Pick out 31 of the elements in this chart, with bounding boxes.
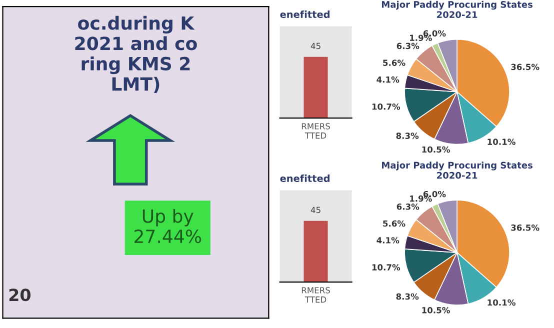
text: oc.during K 2021 and co ring KMS 2 LMT)	[75, 16, 197, 93]
x-tick-label: RMERS TTED	[302, 287, 330, 303]
chart-title: enefitted	[280, 10, 330, 18]
data-label: 10.1%	[488, 299, 516, 306]
text: 20	[9, 288, 30, 302]
text: 45	[310, 206, 320, 214]
data-label: 5.6%	[383, 220, 406, 227]
data-label: 4.1%	[376, 76, 400, 83]
data-label: 10.5%	[422, 146, 450, 153]
data-label: 1.9%	[410, 195, 432, 202]
data-label: 5.6%	[383, 60, 406, 66]
data-label: 36.5%	[511, 64, 540, 70]
text: 45	[310, 42, 320, 50]
text: Up by 27.44%	[134, 208, 202, 244]
data-label: 8.3%	[396, 293, 419, 300]
data-label: 10.5%	[422, 307, 450, 314]
data-label: 10.7%	[372, 103, 400, 110]
data-label: 8.3%	[396, 132, 419, 139]
data-label: 10.7%	[372, 264, 400, 270]
chart-title: Major Paddy Procuring States 2020-21	[382, 162, 532, 179]
data-label: 1.9%	[410, 34, 432, 41]
data-label: 6.3%	[396, 204, 420, 210]
data-label: 6.3%	[396, 42, 420, 50]
data-label: 6.0%	[423, 190, 446, 198]
data-label: 4.1%	[376, 237, 400, 244]
data-label: 6.0%	[423, 30, 446, 37]
x-tick-label: RMERS TTED	[302, 123, 330, 139]
chart-title: Major Paddy Procuring States 2020-21	[382, 0, 532, 18]
chart-title: enefitted	[280, 174, 330, 182]
data-label: 10.1%	[488, 138, 516, 145]
data-label: 36.5%	[511, 224, 540, 231]
